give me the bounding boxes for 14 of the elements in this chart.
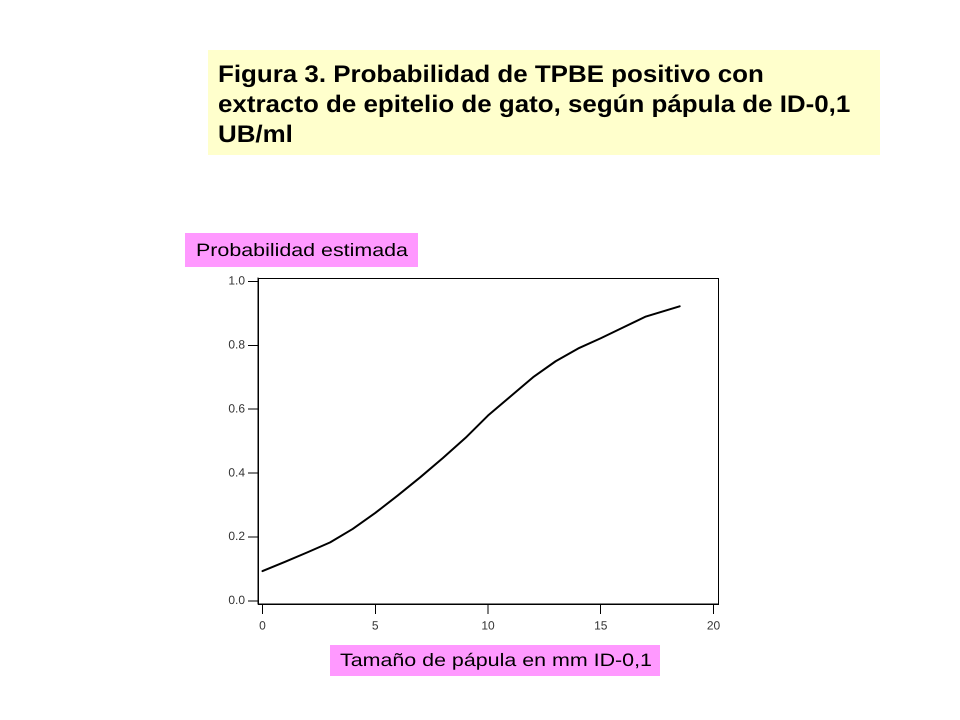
y-tick-label: 0.8: [228, 338, 246, 352]
y-tick-label: 0.2: [228, 529, 246, 544]
y-tick-label: 0.6: [228, 401, 246, 416]
x-tick-label: 15: [594, 618, 608, 633]
x-axis-title: Tamaño de pápula en mm ID-0,1: [340, 649, 652, 672]
x-tick-label: 5: [372, 618, 379, 633]
x-tick-label: 10: [481, 618, 495, 633]
x-tick-label: 20: [706, 618, 720, 633]
chart-title: Figura 3. Probabilidad de TPBE positivo con extracto de epitelio de gato, según pápula de ID-0,1 UB/ml: [218, 60, 852, 150]
y-axis-title: Probabilidad estimada: [196, 239, 408, 262]
y-tick-label: 0.0: [228, 593, 246, 608]
x-tick-label: 0: [259, 618, 266, 633]
y-tick-label: 0.4: [228, 465, 246, 480]
y-tick-label: 1.0: [228, 274, 246, 288]
